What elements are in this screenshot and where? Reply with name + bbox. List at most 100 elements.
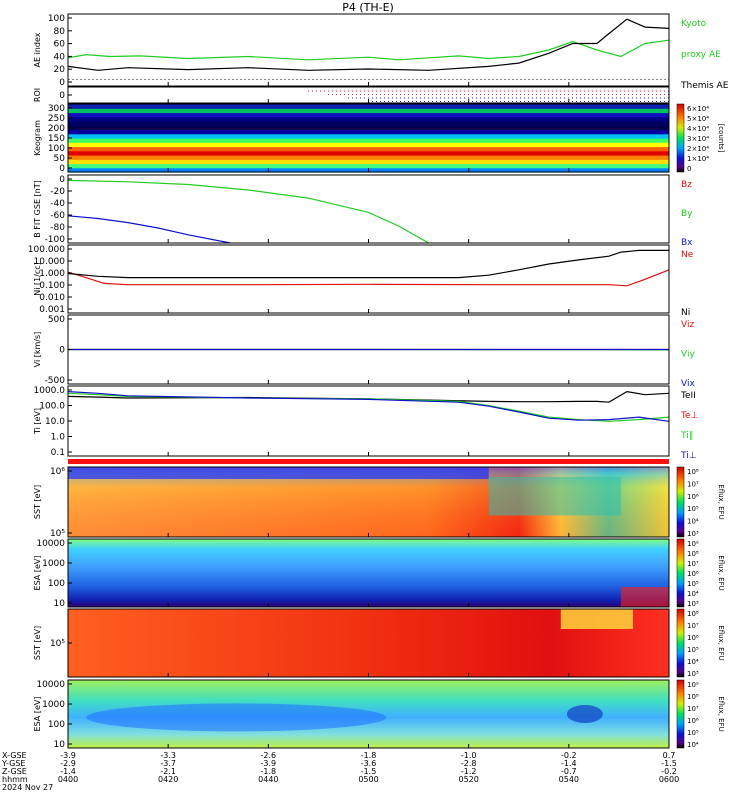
colorbar-tick-label: 10⁷ [687,705,699,713]
y-tick-label: 10.000 [34,257,66,267]
legend-label: TeII [680,391,696,401]
y-tick-label: 10⁵ [50,639,65,649]
y-tick-label: 10000 [36,539,65,549]
colorbar-tick-label: 10⁴ [687,741,699,749]
y-tick-label: -500 [45,376,66,386]
colorbar [676,103,685,173]
y-tick-label: 0 [59,346,65,356]
x-axis-row-label: Y-GSE [1,759,25,768]
y-axis-label: B FIT GSE [nT] [33,180,42,238]
mode-bar [68,459,669,464]
x-axis-value: -1.4 [60,767,76,776]
y-axis-label: Keogram [33,120,42,156]
y-tick-label: 500 [48,315,65,325]
y-tick-label: 1.0 [51,433,66,443]
x-axis-row-label: Z-GSE [2,767,27,776]
colorbar-tick-label: 2×10⁴ [687,145,709,153]
keogram-band [68,133,669,139]
y-tick-label: 10.0 [45,417,65,427]
x-axis-value: -1.8 [361,751,377,760]
x-axis-value: -2.8 [461,759,477,768]
keogram-band [68,159,669,165]
panel-frame [67,174,670,244]
y-tick-label: 20 [54,65,66,75]
legend-label: Ne [681,250,694,260]
y-tick-label: 100 [48,579,65,589]
keogram-band [68,142,669,148]
y-tick-label: 60 [54,40,66,50]
y-tick-label: 40 [54,52,66,62]
y-tick-label: 100.0 [39,402,65,412]
x-axis-value: -3.3 [160,751,176,760]
y-tick-label: 1000 [42,559,65,569]
colorbar-tick-label: 10⁵ [687,646,699,654]
x-axis-value: -0.7 [561,767,577,776]
y-tick-label: 100.000 [28,245,65,255]
keogram-band [68,146,669,152]
legend-label: Ti∥ [680,431,693,441]
colorbar-tick-label: 10⁷ [687,480,699,488]
colorbar-tick-label: 5×10⁴ [687,115,709,123]
x-axis-value: -1.8 [261,767,277,776]
sst-spectrogram-1-topband [68,467,489,479]
colorbar-tick-label: 10⁶ [687,493,699,501]
colorbar-tick-label: 10⁵ [687,580,699,588]
x-axis-value: 0400 [58,775,78,784]
y-tick-label: 1000.0 [34,386,66,396]
colorbar-tick-label: 10⁷ [687,622,699,630]
plot-title: P4 (TH-E) [342,1,394,14]
sst-spectrogram-2-patch [560,609,633,629]
colorbar-tick-label: 4×10⁴ [687,125,709,133]
keogram-band [68,129,669,135]
colorbar [676,679,685,749]
series-line [67,391,670,422]
keogram-band [68,104,669,109]
y-tick-label: -100 [45,235,66,245]
colorbar-tick-label: 10³ [687,600,699,608]
y-tick-label: 10 [54,740,66,750]
x-axis-value: 0500 [358,775,378,784]
y-tick-label: 50 [54,154,66,164]
legend-label: Viy [681,350,695,360]
colorbar-tick-label: 10⁸ [687,610,699,618]
y-axis-label: Vi [km/s] [33,332,42,368]
y-tick-label: 250 [48,114,65,124]
y-tick-label: -80 [50,223,65,233]
colorbar-tick-label: 10⁹ [687,681,699,689]
colorbar-tick-label: 10⁵ [687,505,699,513]
y-tick-label: 0 [59,91,65,101]
y-tick-label: 0.1 [51,448,65,458]
keogram-band [68,108,669,114]
y-tick-label: 10⁶ [50,467,65,477]
colorbar-tick-label: 10⁶ [687,634,699,642]
colorbar-tick-label: 10⁹ [687,540,699,548]
y-tick-label: 0.001 [39,305,65,315]
colorbar-tick-label: 10³ [687,670,699,678]
y-axis-label: Ni [1/cc] [33,262,42,296]
x-axis-value: -1.2 [461,767,477,776]
legend-label: Viz [681,320,694,330]
y-tick-label: 100 [48,720,65,730]
y-tick-label: 1.000 [39,269,65,279]
x-axis-value: -0.2 [661,767,677,776]
y-tick-label: 0 [59,78,65,88]
series-line [67,269,670,287]
y-tick-label: -40 [50,199,65,209]
y-tick-label: 100 [48,14,65,24]
y-tick-label: 100 [48,144,65,154]
legend-label: Themis AE [680,81,729,91]
x-axis-row-label: X-GSE [2,751,27,760]
y-tick-label: 0.010 [39,293,65,303]
colorbar-tick-label: 0 [687,165,691,173]
y-tick-label: -60 [50,211,65,221]
y-tick-label: -20 [50,187,65,197]
x-axis-value: -0.2 [561,751,577,760]
esa-spectrogram-2-spot [566,705,603,723]
y-tick-label: 10 [54,599,66,609]
esa-spectrogram-1-patch [620,587,669,607]
y-axis-label: ESA [eV] [33,556,42,591]
series-line [67,390,670,403]
x-axis-value: -1.5 [361,767,377,776]
x-axis-value: -3.6 [361,759,377,768]
